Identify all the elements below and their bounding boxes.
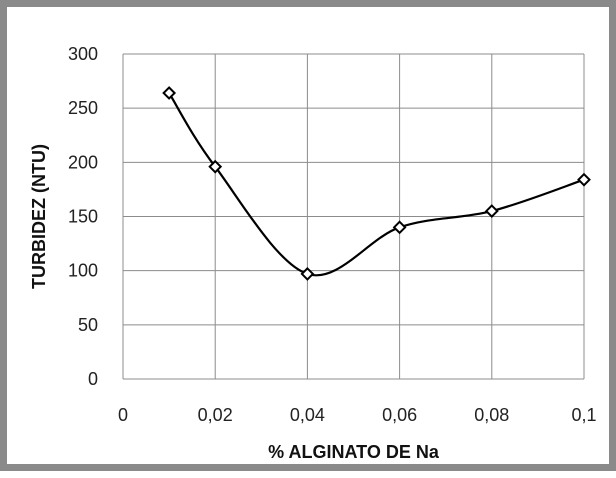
y-tick-label: 50 [78, 315, 98, 335]
data-point-marker [208, 159, 223, 174]
x-tick-label: 0,1 [571, 405, 596, 425]
y-axis-title: TURBIDEZ (NTU) [29, 144, 49, 289]
y-tick-label: 200 [68, 152, 98, 172]
x-tick-label: 0,08 [474, 405, 509, 425]
x-axis-title: % ALGINATO DE Na [268, 442, 440, 462]
data-point-marker [484, 204, 499, 218]
data-point-marker [300, 267, 315, 281]
y-tick-label: 250 [68, 98, 98, 118]
grid [122, 53, 585, 380]
y-tick-label: 100 [68, 261, 98, 281]
y-tick-label: 150 [68, 207, 98, 227]
series-line [168, 92, 585, 277]
y-axis-ticks: 0 50 100 150 200 250 300 [68, 44, 98, 389]
data-point-marker [162, 86, 177, 100]
data-point-marker [577, 172, 591, 187]
data-points [162, 86, 591, 281]
y-tick-label: 300 [68, 44, 98, 64]
x-tick-label: 0,06 [382, 405, 417, 425]
x-axis-ticks: 0 0,02 0,04 0,06 0,08 0,1 [118, 405, 597, 425]
x-tick-label: 0 [118, 405, 128, 425]
x-tick-label: 0,04 [290, 405, 325, 425]
y-tick-label: 0 [88, 369, 98, 389]
data-point-marker [392, 220, 407, 235]
x-tick-label: 0,02 [198, 405, 233, 425]
